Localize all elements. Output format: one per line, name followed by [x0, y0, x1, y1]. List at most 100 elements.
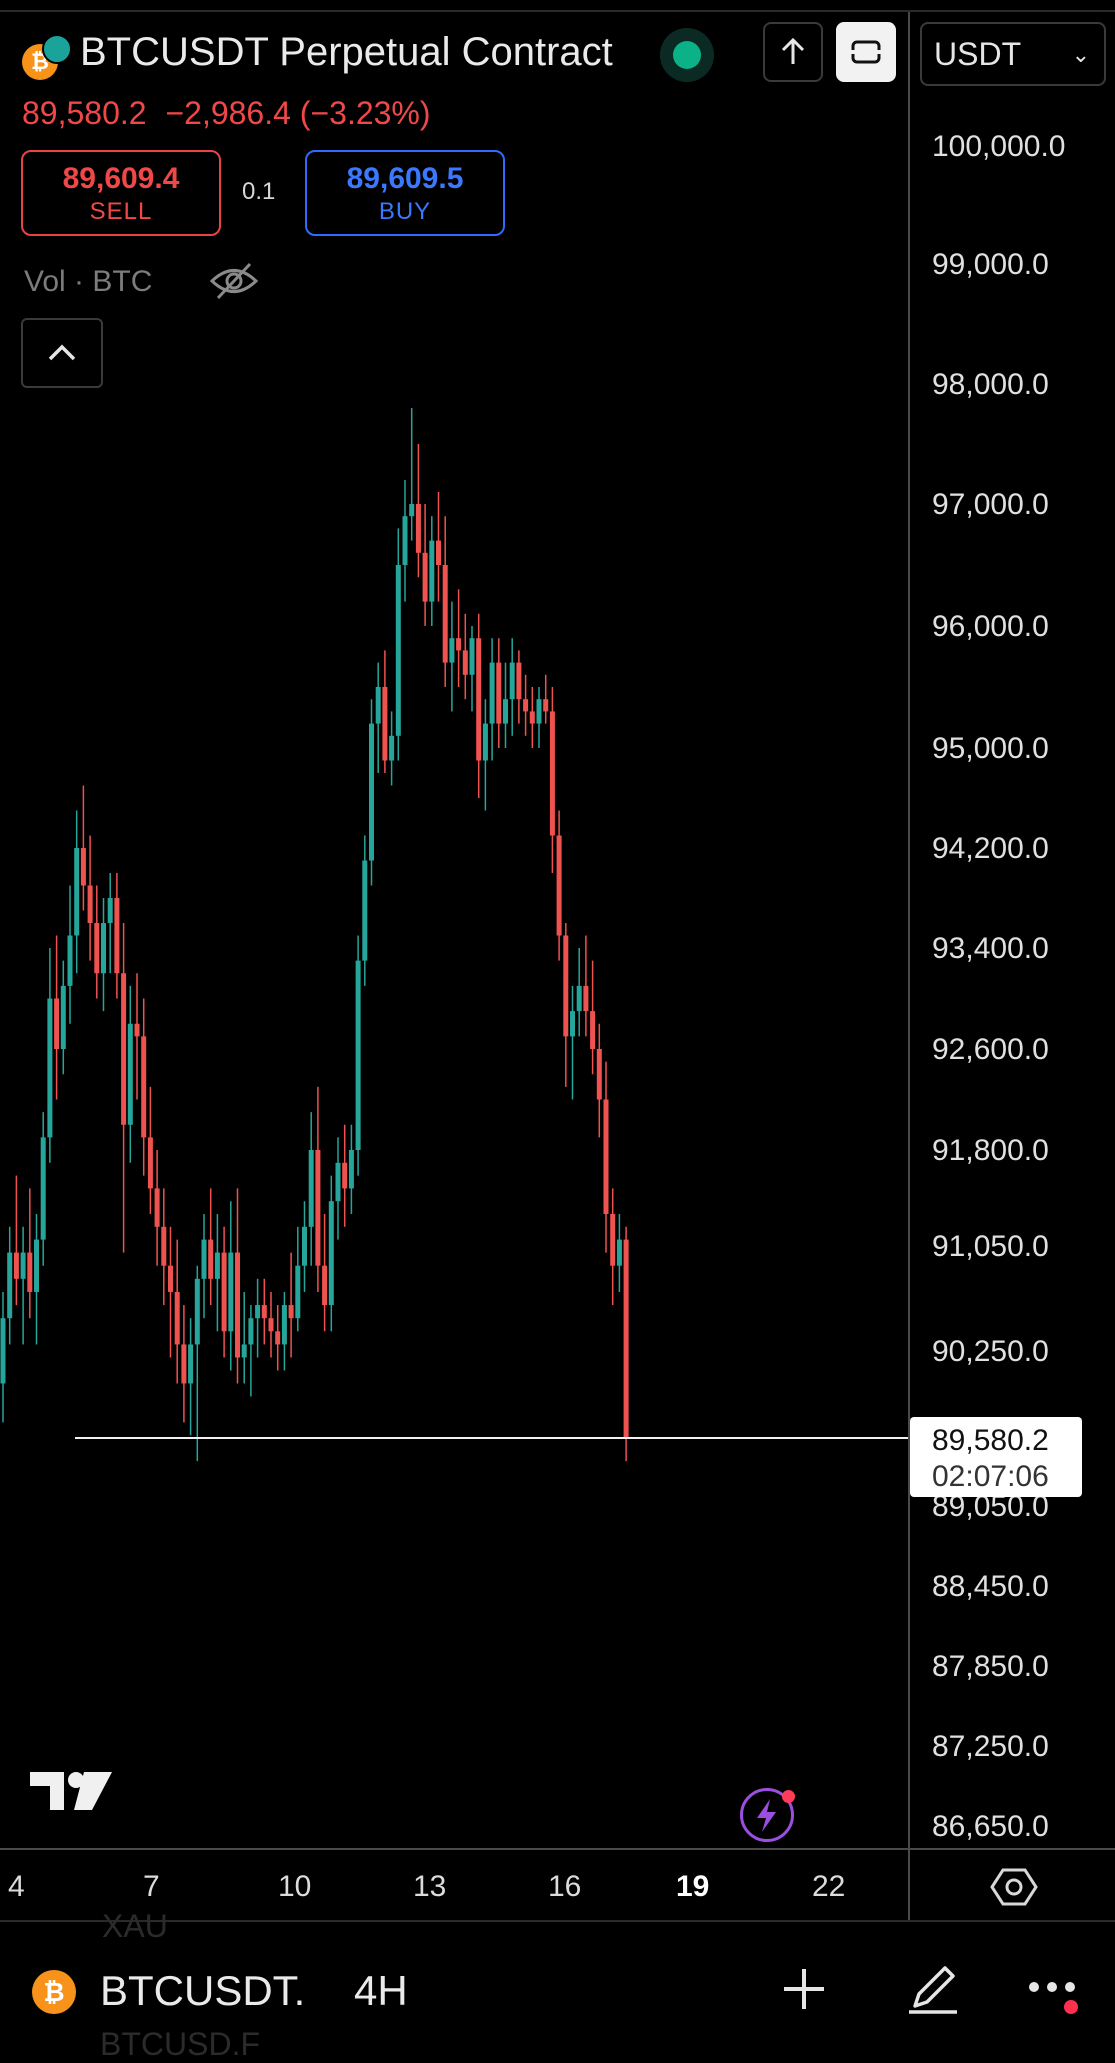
candlestick-chart[interactable]: [0, 0, 1115, 1920]
candle: [402, 480, 408, 602]
sell-price: 89,609.4: [62, 162, 180, 195]
candle: [174, 1239, 180, 1384]
candle-body: [549, 711, 555, 836]
candle: [161, 1188, 167, 1306]
candle-body: [7, 1252, 13, 1319]
plus-icon[interactable]: [780, 1965, 828, 2018]
currency-select[interactable]: USDT ⌄: [920, 22, 1106, 86]
candle: [523, 674, 529, 736]
candle: [201, 1214, 207, 1319]
candle-body: [114, 898, 120, 974]
bottom-symbol-selector[interactable]: BTCUSDT.: [100, 1967, 306, 2014]
candle-body: [348, 1150, 354, 1189]
candle-body: [469, 638, 475, 675]
fullscreen-icon: [850, 40, 882, 64]
candle-body: [255, 1305, 261, 1319]
candle: [503, 662, 508, 748]
candle: [20, 1226, 26, 1345]
share-button[interactable]: [763, 22, 823, 82]
candle: [74, 810, 80, 974]
interval-selector[interactable]: 4H: [354, 1967, 408, 2014]
candle: [134, 973, 140, 1100]
candle: [315, 1086, 321, 1292]
time-axis-label: 7: [143, 1870, 160, 1903]
candle: [355, 935, 361, 1176]
candle-body: [228, 1252, 234, 1332]
candle: [261, 1278, 267, 1345]
candle: [34, 1214, 39, 1345]
candle-body: [603, 1099, 609, 1214]
candle: [382, 650, 388, 773]
candle-body: [174, 1291, 180, 1345]
candle-body: [194, 1278, 200, 1345]
candle: [342, 1124, 348, 1227]
lightning-alerts-button[interactable]: [740, 1788, 794, 1842]
candle: [67, 885, 73, 1024]
candle-body: [402, 516, 408, 565]
ghost-symbol-below: BTCUSD.F: [100, 2026, 260, 2062]
candle-body: [121, 973, 127, 1125]
candle-body: [342, 1162, 348, 1189]
candle: [489, 638, 495, 761]
candle-body: [523, 699, 529, 712]
candle-body: [47, 998, 53, 1138]
more-options-icon[interactable]: [1028, 1980, 1078, 1999]
candle-body: [610, 1214, 616, 1266]
candle-body: [476, 638, 482, 761]
candle-body: [462, 650, 468, 675]
price-axis-label: 93,400.0: [932, 932, 1049, 965]
candle-body: [134, 1023, 140, 1037]
candle-body: [583, 985, 589, 1012]
current-price-value: 89,580.2: [932, 1424, 1049, 1457]
fullscreen-button[interactable]: [836, 22, 896, 82]
candle: [596, 1023, 602, 1138]
price-axis-label: 91,800.0: [932, 1134, 1049, 1167]
price-axis-label: 95,000.0: [932, 732, 1049, 765]
volume-indicator-label[interactable]: Vol · BTC: [24, 265, 153, 298]
candle-body: [422, 552, 428, 602]
candle-body: [529, 711, 535, 724]
candle-body: [67, 935, 73, 986]
bitcoin-logo-icon: ₿: [32, 1970, 76, 2014]
candle: [308, 1112, 314, 1266]
market-open-dot-icon: [673, 41, 701, 69]
eye-off-icon[interactable]: [208, 258, 260, 309]
candle: [429, 516, 435, 626]
candle: [362, 835, 368, 986]
candle: [449, 601, 455, 712]
candle: [482, 699, 488, 811]
candle-body: [395, 565, 401, 736]
pen-icon[interactable]: [905, 1960, 961, 2021]
candle-body: [87, 885, 93, 923]
candle-body: [20, 1252, 26, 1279]
time-axis-label: 4: [8, 1870, 25, 1903]
candle: [415, 444, 421, 578]
candle-body: [60, 985, 66, 1049]
candle: [94, 885, 100, 999]
tradingview-logo-icon: [28, 1768, 114, 1819]
candle-body: [0, 1318, 6, 1384]
buy-button[interactable]: 89,609.5 BUY: [305, 150, 505, 236]
candle-body: [40, 1137, 46, 1240]
chart-settings-icon[interactable]: [990, 1866, 1038, 1913]
candle: [456, 589, 462, 687]
sell-button[interactable]: 89,609.4 SELL: [21, 150, 221, 236]
symbol-title[interactable]: BTCUSDT Perpetual Contract: [80, 30, 613, 74]
price-axis-label: 88,450.0: [932, 1570, 1049, 1603]
candle-body: [596, 1049, 602, 1100]
candle-body: [590, 1011, 596, 1049]
candle: [87, 835, 93, 961]
candle: [328, 1175, 334, 1332]
candle: [121, 923, 127, 1253]
candle-body: [335, 1162, 341, 1202]
candle: [576, 948, 582, 1037]
candle-body: [295, 1265, 301, 1319]
candle: [147, 1086, 153, 1214]
candle-body: [436, 540, 441, 565]
candle: [529, 687, 535, 748]
candle: [603, 1061, 609, 1253]
collapse-panel-button[interactable]: [21, 318, 103, 388]
candle-body: [127, 1023, 133, 1125]
price-axis-label: 90,250.0: [932, 1335, 1049, 1368]
candle-body: [623, 1239, 629, 1438]
